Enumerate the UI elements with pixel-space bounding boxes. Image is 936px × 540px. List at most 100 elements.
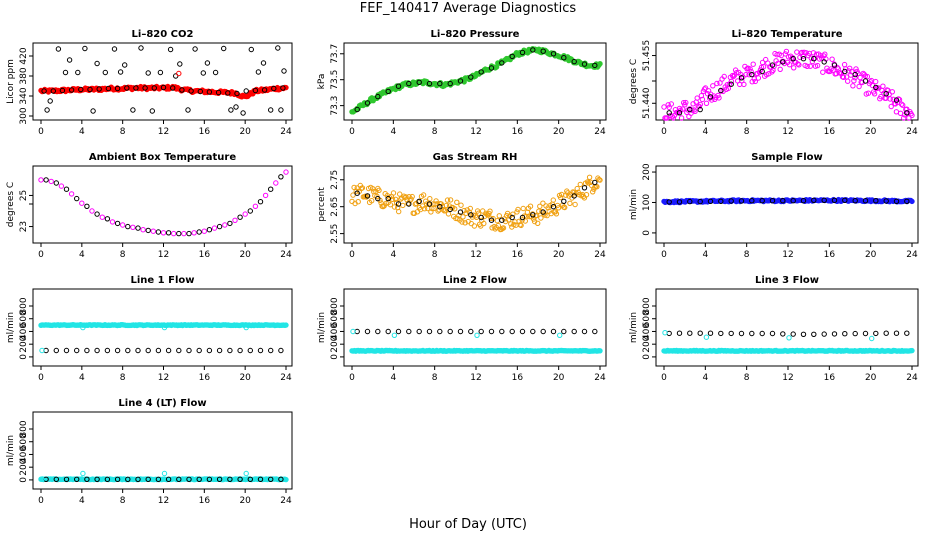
data-point <box>748 69 754 75</box>
data-point <box>216 223 223 230</box>
data-point <box>873 198 879 204</box>
x-tick-label: 24 <box>906 127 918 137</box>
x-tick-label: 0 <box>661 373 667 383</box>
data-point <box>278 476 284 482</box>
data-point <box>728 198 734 204</box>
data-point <box>149 108 156 114</box>
data-point <box>227 220 233 227</box>
y-tick-label: 200 <box>642 163 652 180</box>
y-axis-label: Licor ppm <box>6 59 16 104</box>
data-point <box>447 80 453 87</box>
y-tick-label: 2.55 <box>330 224 340 244</box>
data-point <box>750 61 756 67</box>
y-tick-label: 200 <box>19 458 29 475</box>
y-tick-label: 400 <box>330 323 340 340</box>
data-point <box>822 51 828 57</box>
data-point <box>468 74 474 80</box>
data-point <box>260 60 267 66</box>
data-point <box>499 328 505 335</box>
data-point <box>155 476 162 482</box>
data-point <box>555 205 562 211</box>
data-point <box>883 198 889 204</box>
y-tick-label: 200 <box>19 335 29 352</box>
x-tick-label: 12 <box>782 127 793 137</box>
data-point <box>710 83 716 89</box>
data-point <box>881 90 887 96</box>
data-point <box>176 476 182 482</box>
data-point <box>516 218 522 225</box>
series-3 <box>662 330 875 342</box>
x-tick-label: 24 <box>594 250 606 260</box>
x-tick-label: 16 <box>512 373 524 383</box>
y-tick-label: 2.65 <box>330 197 340 217</box>
series-3 <box>44 57 287 116</box>
panel-title: Line 3 Flow <box>755 275 819 286</box>
data-point <box>63 186 70 192</box>
data-point <box>857 74 863 81</box>
data-point <box>592 62 598 69</box>
data-point <box>268 186 274 192</box>
data-point <box>488 328 495 335</box>
panel-title: Li–820 Temperature <box>731 29 842 40</box>
data-point <box>820 69 826 75</box>
data-point <box>176 70 182 77</box>
data-point <box>177 61 183 67</box>
chart-panel-10: Line 4 (LT) Flow 0 4 8 12 16 20 24 0 200400600800… <box>6 398 293 506</box>
data-point <box>94 347 100 354</box>
data-point <box>186 347 192 354</box>
x-tick-label: 4 <box>79 250 85 260</box>
data-point <box>487 208 493 214</box>
data-point <box>683 99 689 106</box>
data-point <box>364 328 371 335</box>
data-point <box>800 198 807 204</box>
data-point <box>206 89 213 95</box>
data-point <box>237 476 243 482</box>
data-point <box>730 73 737 80</box>
data-point <box>350 192 356 198</box>
data-point <box>703 334 710 340</box>
data-point <box>488 65 495 71</box>
data-point <box>281 68 287 74</box>
data-point <box>873 330 879 337</box>
data-point <box>707 330 714 336</box>
data-point <box>702 85 709 91</box>
chart-panel-8: Line 2 Flow 0 4 8 12 16 20 24 0 200400600800ml/mi… <box>317 275 607 383</box>
data-point <box>880 83 886 89</box>
data-point <box>509 328 515 335</box>
data-point <box>111 46 118 52</box>
data-point <box>206 476 213 482</box>
data-point <box>666 330 672 337</box>
x-tick-label: 16 <box>512 127 524 137</box>
data-point <box>728 81 734 87</box>
data-point <box>478 328 484 335</box>
data-point <box>237 347 243 354</box>
data-point <box>457 78 464 84</box>
y-tick-label: 73.7 <box>330 44 340 64</box>
x-tick-label: 20 <box>239 373 251 383</box>
data-point <box>79 200 85 206</box>
data-point <box>544 212 550 219</box>
data-point <box>423 198 429 204</box>
x-tick-label: 8 <box>120 496 126 506</box>
data-point <box>540 200 546 206</box>
x-tick-label: 4 <box>79 496 85 506</box>
x-tick-label: 24 <box>280 250 292 260</box>
data-point <box>752 78 758 85</box>
data-point <box>703 100 710 107</box>
data-point <box>232 217 238 224</box>
data-point <box>80 470 86 477</box>
data-point <box>783 48 790 55</box>
y-tick-label: 600 <box>19 433 29 450</box>
data-point <box>50 88 56 94</box>
data-point <box>553 211 560 217</box>
x-tick-label: 24 <box>906 373 918 383</box>
y-axis-label: ml/min <box>6 312 16 343</box>
data-point <box>550 51 557 57</box>
data-point <box>864 73 871 80</box>
x-tick-label: 20 <box>239 127 251 137</box>
data-point <box>369 198 375 204</box>
data-point <box>89 208 95 214</box>
x-tick-label: 24 <box>906 250 918 260</box>
data-point <box>39 347 45 354</box>
data-point <box>408 196 414 202</box>
